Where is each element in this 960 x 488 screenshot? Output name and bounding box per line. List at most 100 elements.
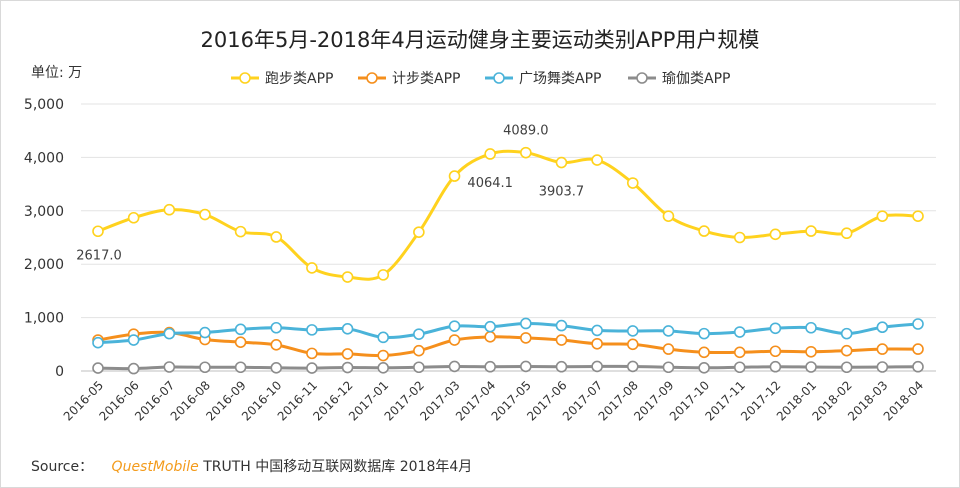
data-point <box>270 321 283 334</box>
data-point <box>163 327 176 340</box>
data-point <box>92 336 104 349</box>
unit-label: 单位: 万 <box>31 65 82 81</box>
data-point <box>805 321 817 334</box>
data-point <box>626 177 639 189</box>
data-point <box>341 271 354 283</box>
data-point <box>341 323 354 335</box>
data-point <box>591 154 603 166</box>
legend-label: 跑步类APP <box>265 71 333 87</box>
series-1 <box>92 146 924 283</box>
data-point <box>662 325 675 337</box>
data-point <box>733 231 746 244</box>
data-point <box>92 362 104 374</box>
data-point <box>769 360 782 373</box>
data-point <box>127 334 140 346</box>
data-point <box>876 343 889 355</box>
data-point <box>341 361 354 374</box>
data-point <box>591 360 603 373</box>
data-point <box>555 360 568 373</box>
data-point <box>520 146 532 159</box>
data-point <box>413 344 425 357</box>
data-point <box>484 360 496 373</box>
data-label: 4064.1 <box>467 176 513 191</box>
data-point <box>377 269 390 281</box>
data-point <box>805 225 817 237</box>
data-point <box>698 361 710 374</box>
data-point <box>448 334 461 346</box>
data-point <box>484 320 496 333</box>
data-point <box>234 225 247 238</box>
data-point <box>840 361 853 374</box>
series-line <box>97 364 919 371</box>
data-point <box>733 346 746 359</box>
legend-item: 瑜伽类APP <box>628 71 730 87</box>
series-line <box>97 330 919 358</box>
data-point <box>234 323 247 336</box>
data-point <box>163 203 176 216</box>
series-2 <box>92 326 924 362</box>
data-point <box>698 225 710 237</box>
legend-label: 计步类APP <box>392 71 460 87</box>
data-point <box>448 170 461 182</box>
data-point <box>769 228 782 241</box>
data-point <box>341 348 354 360</box>
data-point <box>199 361 211 374</box>
data-point <box>769 345 782 358</box>
data-point <box>840 344 853 357</box>
data-annotations: 2617.0 4064.1 4089.0 3903.7 <box>76 124 584 264</box>
legend-marker <box>493 72 505 84</box>
y-tick-label: 4,000 <box>24 150 64 166</box>
data-point <box>377 361 390 374</box>
data-point <box>520 360 532 373</box>
data-point <box>306 362 318 374</box>
data-point <box>484 331 496 343</box>
data-point <box>520 332 532 344</box>
data-point <box>555 156 568 169</box>
x-axis-ticks: 2016-052016-062016-072016-082016-092016-… <box>61 378 926 423</box>
data-point <box>377 349 390 362</box>
data-point <box>484 148 496 160</box>
data-point <box>127 211 140 224</box>
data-point <box>876 210 889 222</box>
data-point <box>92 225 104 238</box>
data-point <box>591 337 603 350</box>
legend-item: 计步类APP <box>358 71 460 87</box>
y-axis-ticks: 0 1,000 2,000 3,000 4,000 5,000 <box>24 97 64 380</box>
grid-lines <box>81 103 936 372</box>
data-point <box>662 343 675 355</box>
legend-marker <box>239 72 251 84</box>
y-tick-label: 5,000 <box>24 97 64 113</box>
data-point <box>555 334 568 346</box>
source-brand-mobile: Mobile <box>153 459 199 475</box>
legend-item: 跑步类APP <box>231 71 333 87</box>
data-point <box>234 336 247 348</box>
data-label: 3903.7 <box>539 185 585 200</box>
data-point <box>377 331 390 344</box>
data-point <box>912 343 924 355</box>
data-point <box>805 361 817 373</box>
data-point <box>840 327 853 340</box>
data-point <box>912 360 924 373</box>
series-line <box>97 149 919 281</box>
data-label: 2617.0 <box>76 248 122 263</box>
data-point <box>733 361 746 374</box>
series-3 <box>92 317 924 349</box>
data-point <box>413 328 425 340</box>
data-point <box>626 325 639 337</box>
data-point <box>306 262 318 274</box>
data-point <box>555 319 568 332</box>
series-group <box>92 146 924 375</box>
data-point <box>769 322 782 335</box>
data-point <box>626 338 639 351</box>
data-point <box>591 324 603 337</box>
data-point <box>876 321 889 334</box>
legend: 跑步类APP 计步类APP 广场舞类APP 瑜伽类APP <box>231 71 730 87</box>
source-label: Source： <box>31 459 93 475</box>
y-tick-label: 3,000 <box>24 204 64 220</box>
x-tick-label: 2018-04 <box>881 378 926 423</box>
data-point <box>127 362 140 375</box>
data-point <box>662 210 675 222</box>
data-label: 4089.0 <box>503 124 549 139</box>
source-brand-quest: Quest <box>112 459 154 475</box>
